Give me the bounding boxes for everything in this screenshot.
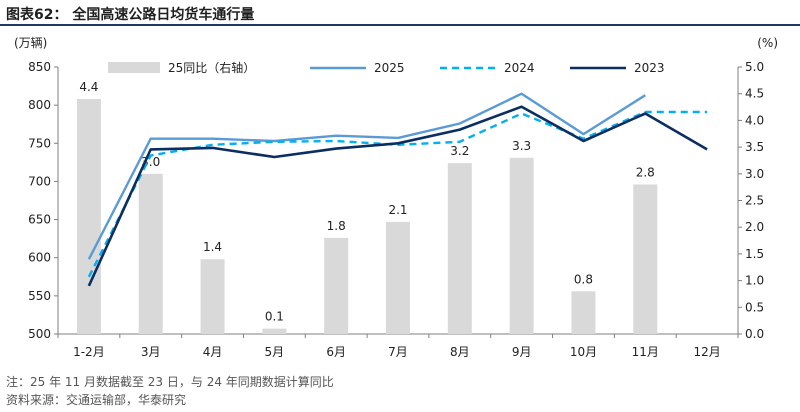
right-tick-label: 2.0	[745, 220, 764, 234]
legend-label-2024: 2024	[504, 61, 535, 75]
line-series-2024	[87, 110, 708, 278]
right-tick-label: 4.5	[745, 87, 764, 101]
right-tick-label: 0.0	[745, 327, 764, 341]
x-tick-label: 8月	[450, 345, 470, 359]
bar-7	[447, 163, 472, 334]
legend-label-2025: 2025	[374, 61, 405, 75]
left-tick-label: 550	[28, 289, 51, 303]
line-series-2023	[87, 105, 708, 287]
left-tick-label: 750	[28, 136, 51, 150]
bar-data-label: 3.2	[450, 144, 469, 158]
left-tick-label: 600	[28, 251, 51, 265]
bar-data-label: 2.1	[388, 203, 407, 217]
bar-2	[138, 173, 163, 334]
x-tick-label: 9月	[512, 345, 532, 359]
bar-10	[633, 184, 658, 334]
bar-data-label: 1.8	[327, 219, 346, 233]
footnote-source: 资料来源：交通运输部，华泰研究	[6, 393, 187, 407]
left-tick-label: 700	[28, 174, 51, 188]
right-tick-label: 0.5	[745, 300, 764, 314]
x-tick-label: 7月	[388, 345, 408, 359]
x-tick-label: 6月	[326, 345, 346, 359]
right-tick-label: 1.5	[745, 247, 764, 261]
right-tick-label: 5.0	[745, 60, 764, 74]
x-tick-label: 10月	[570, 345, 597, 359]
x-tick-label: 12月	[693, 345, 720, 359]
right-tick-label: 3.0	[745, 167, 764, 181]
bar-5	[324, 237, 349, 334]
x-tick-label: 5月	[265, 345, 285, 359]
bar-1	[76, 99, 101, 334]
bar-8	[509, 157, 534, 334]
x-tick-label: 4月	[203, 345, 223, 359]
bar-9	[571, 291, 596, 334]
bar-4	[262, 328, 287, 334]
left-tick-label: 800	[28, 98, 51, 112]
x-tick-label: 3月	[141, 345, 161, 359]
legend-label-bar: 25同比（右轴）	[168, 60, 255, 75]
bar-data-label: 4.4	[79, 80, 98, 94]
right-tick-label: 1.0	[745, 274, 764, 288]
title-underline	[0, 24, 800, 26]
x-tick-label: 11月	[632, 345, 659, 359]
bar-6	[386, 221, 410, 334]
legend-label-2023: 2023	[634, 61, 665, 75]
left-axis-unit: (万辆)	[14, 36, 47, 50]
left-tick-label: 850	[28, 60, 51, 74]
right-tick-label: 2.5	[745, 194, 764, 208]
bar-data-label: 3.3	[512, 139, 531, 153]
bar-data-label: 1.4	[203, 240, 222, 254]
line-series-2025	[87, 92, 646, 260]
legend-swatch-bar	[108, 62, 160, 73]
bar-3	[200, 259, 225, 334]
right-tick-label: 3.5	[745, 140, 764, 154]
bar-data-label: 0.8	[574, 272, 593, 286]
footnote-note: 注：25 年 11 月数据截至 23 日，与 24 年同期数据计算同比	[6, 375, 334, 389]
bar-data-label: 0.1	[265, 310, 284, 324]
right-tick-label: 4.0	[745, 113, 764, 127]
chart-title: 图表62： 全国高速公路日均货车通行量	[6, 7, 255, 23]
left-tick-label: 650	[28, 213, 51, 227]
x-tick-label: 1-2月	[73, 345, 105, 359]
right-axis-unit: (%)	[757, 36, 778, 50]
left-tick-label: 500	[28, 327, 51, 341]
bar-data-label: 2.8	[636, 165, 655, 179]
